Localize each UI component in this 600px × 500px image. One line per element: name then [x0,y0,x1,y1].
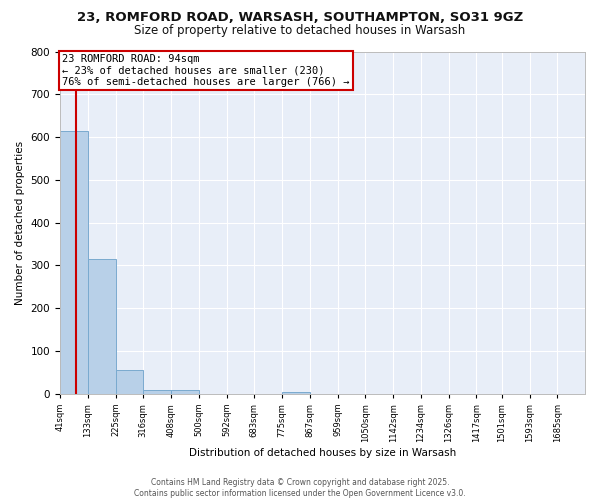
Bar [143,390,171,394]
Y-axis label: Number of detached properties: Number of detached properties [15,140,25,304]
Bar [282,392,310,394]
X-axis label: Distribution of detached houses by size in Warsash: Distribution of detached houses by size … [189,448,456,458]
Text: 23, ROMFORD ROAD, WARSASH, SOUTHAMPTON, SO31 9GZ: 23, ROMFORD ROAD, WARSASH, SOUTHAMPTON, … [77,11,523,24]
Text: Size of property relative to detached houses in Warsash: Size of property relative to detached ho… [134,24,466,37]
Bar [116,370,143,394]
Bar [88,259,116,394]
Text: 23 ROMFORD ROAD: 94sqm
← 23% of detached houses are smaller (230)
76% of semi-de: 23 ROMFORD ROAD: 94sqm ← 23% of detached… [62,54,350,87]
Bar [60,130,88,394]
Text: Contains HM Land Registry data © Crown copyright and database right 2025.
Contai: Contains HM Land Registry data © Crown c… [134,478,466,498]
Bar [171,390,199,394]
